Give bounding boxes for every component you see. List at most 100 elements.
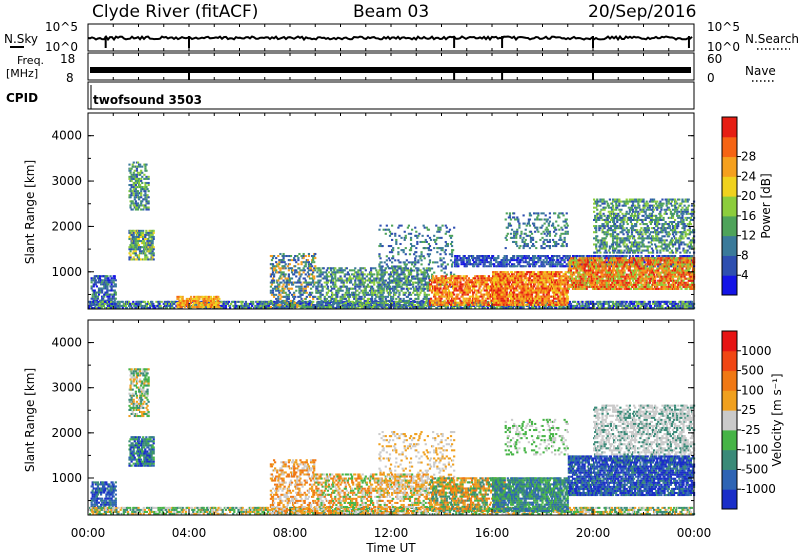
data-cell xyxy=(326,287,330,290)
data-cell xyxy=(497,255,500,258)
data-cell xyxy=(179,301,182,305)
data-cell xyxy=(661,306,664,309)
data-cell xyxy=(450,251,454,254)
data-cell xyxy=(503,257,506,260)
data-cell xyxy=(461,285,464,288)
data-cell xyxy=(537,261,540,264)
data-cell xyxy=(297,263,300,266)
data-cell xyxy=(269,275,272,278)
data-cell xyxy=(118,306,121,309)
data-cell xyxy=(357,279,360,282)
data-cell xyxy=(522,265,525,268)
data-cell xyxy=(440,236,443,239)
data-cell xyxy=(467,289,471,292)
data-cell xyxy=(326,285,330,288)
data-cell xyxy=(139,186,142,189)
data-cell xyxy=(270,259,274,262)
data-cell xyxy=(418,293,421,296)
data-cell xyxy=(131,163,134,166)
data-cell xyxy=(440,295,443,298)
data-cell xyxy=(139,240,143,243)
data-cell xyxy=(139,173,142,176)
data-cell xyxy=(484,299,487,302)
data-cell xyxy=(428,253,432,256)
data-cell xyxy=(426,301,429,305)
data-cell xyxy=(336,293,339,296)
data-cell xyxy=(167,302,171,305)
data-cell xyxy=(141,200,144,203)
data-cell xyxy=(480,281,483,284)
data-cell xyxy=(189,297,193,300)
data-cell xyxy=(373,301,376,305)
freq-panel: Freq. [MHz] 18 8 60 0 Nave xyxy=(6,52,776,85)
data-cell xyxy=(524,300,527,303)
data-cell xyxy=(317,275,320,278)
data-cell xyxy=(503,261,506,264)
data-cell xyxy=(408,306,412,309)
data-cell xyxy=(453,306,456,309)
data-cell xyxy=(173,306,176,309)
data-cell xyxy=(327,295,331,298)
data-cell xyxy=(134,194,137,197)
data-cell xyxy=(425,285,428,288)
data-cell xyxy=(206,304,209,307)
data-cell xyxy=(147,200,150,203)
data-cell xyxy=(308,265,312,268)
data-cell xyxy=(319,273,322,276)
data-cell xyxy=(420,259,423,262)
data-cell xyxy=(275,269,278,272)
data-cell xyxy=(284,295,287,298)
data-cell xyxy=(505,261,508,264)
data-cell xyxy=(420,283,423,286)
data-cell xyxy=(666,306,669,309)
data-cell xyxy=(637,302,640,305)
data-cell xyxy=(526,263,529,266)
data-cell xyxy=(93,277,96,280)
data-cell xyxy=(403,299,406,302)
freq-right-tick-bottom: 0 xyxy=(707,71,715,85)
data-cell xyxy=(293,300,296,303)
data-cell xyxy=(395,238,398,241)
data-cell xyxy=(362,304,365,307)
data-cell xyxy=(377,271,380,274)
data-cell xyxy=(335,297,338,300)
data-cell xyxy=(417,304,420,307)
data-cell xyxy=(522,261,525,264)
data-cell xyxy=(341,297,344,300)
data-cell xyxy=(527,261,530,264)
cpid-program: twofsound 3503 xyxy=(93,93,202,107)
data-cell xyxy=(434,295,437,298)
data-cell xyxy=(275,289,278,292)
data-cell xyxy=(461,289,464,292)
data-cell xyxy=(364,279,367,282)
data-cell xyxy=(423,291,426,294)
data-cell xyxy=(403,301,406,305)
data-cell xyxy=(136,165,140,168)
data-cell xyxy=(416,273,419,276)
data-cell xyxy=(412,283,415,286)
data-cell xyxy=(477,303,480,306)
data-cell xyxy=(432,261,435,264)
data-cell xyxy=(424,277,427,280)
data-cell xyxy=(272,273,276,276)
data-cell xyxy=(132,202,135,205)
data-cell xyxy=(293,297,296,300)
data-cell xyxy=(389,291,393,294)
data-cell xyxy=(147,190,150,193)
data-cell xyxy=(400,236,403,239)
data-cell xyxy=(427,281,431,284)
data-cell xyxy=(354,279,357,282)
data-cell xyxy=(486,257,489,260)
data-cell xyxy=(659,306,662,309)
data-cell xyxy=(133,198,136,201)
data-cell xyxy=(432,301,435,304)
data-cell xyxy=(627,306,630,309)
data-cell xyxy=(312,306,315,309)
data-cell xyxy=(402,287,405,290)
data-cell xyxy=(407,232,411,235)
data-cell xyxy=(286,265,289,268)
data-cell xyxy=(314,252,317,256)
data-cell xyxy=(485,289,488,292)
data-cell xyxy=(152,229,155,232)
data-cell xyxy=(374,267,377,270)
